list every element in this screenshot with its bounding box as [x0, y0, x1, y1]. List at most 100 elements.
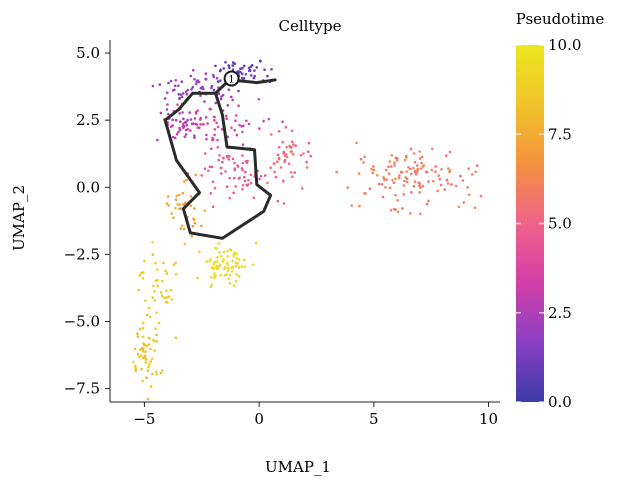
scatter-point: [145, 344, 148, 348]
scatter-point: [364, 192, 367, 195]
scatter-point: [176, 203, 179, 206]
scatter-point: [208, 107, 212, 111]
scatter-point: [141, 379, 144, 383]
scatter-point: [194, 111, 198, 114]
scatter-point: [173, 136, 177, 140]
scatter-point: [203, 100, 206, 103]
x-tick-label: 5: [369, 410, 379, 428]
scatter-point: [290, 129, 294, 133]
trajectory-group: 1: [163, 70, 277, 240]
scatter-points: [132, 59, 483, 401]
scatter-point: [170, 212, 173, 215]
scatter-point: [213, 133, 216, 137]
scatter-point: [427, 180, 430, 183]
scatter-point: [238, 123, 241, 127]
scatter-point: [396, 199, 399, 202]
scatter-point: [217, 158, 220, 162]
scatter-point: [179, 93, 183, 96]
scatter-point: [216, 255, 219, 259]
scatter-point: [189, 118, 193, 121]
x-tick-label: −5: [133, 410, 155, 428]
scatter-point: [225, 117, 228, 120]
scatter-point: [226, 249, 229, 253]
scatter-point: [184, 128, 188, 132]
scatter-point: [375, 174, 379, 177]
scatter-point: [180, 80, 184, 83]
scatter-point: [241, 184, 245, 187]
scatter-point: [220, 95, 223, 98]
scatter-point: [175, 194, 178, 198]
scatter-point: [461, 179, 465, 182]
scatter-point: [266, 181, 269, 185]
scatter-point: [210, 147, 213, 151]
scatter-point: [204, 152, 207, 155]
scatter-point: [445, 154, 448, 157]
scatter-point: [203, 209, 207, 212]
scatter-point: [448, 150, 452, 154]
scatter-point: [448, 169, 452, 172]
scatter-point: [223, 267, 226, 270]
scatter-point: [134, 364, 137, 368]
scatter-point: [237, 266, 241, 269]
scatter-point: [246, 159, 249, 163]
scatter-point: [144, 358, 148, 361]
scatter-point: [267, 117, 271, 121]
scatter-point: [220, 128, 224, 131]
scatter-point: [291, 153, 295, 156]
scatter-point: [172, 263, 176, 267]
scatter-point: [183, 180, 186, 183]
scatter-point: [432, 179, 435, 183]
y-tick-label: −7.5: [64, 380, 100, 398]
scatter-point: [409, 212, 412, 215]
scatter-point: [437, 174, 441, 177]
scatter-point: [226, 104, 230, 107]
scatter-point: [258, 127, 261, 130]
scatter-point: [240, 265, 244, 268]
scatter-point: [231, 157, 235, 161]
scatter-point: [171, 135, 175, 139]
scatter-point: [193, 207, 196, 210]
scatter-point: [169, 288, 173, 292]
scatter-point: [430, 168, 434, 172]
scatter-point: [227, 64, 230, 67]
scatter-point: [227, 158, 230, 161]
scatter-point: [220, 254, 223, 258]
scatter-point: [166, 103, 169, 106]
scatter-point: [393, 161, 396, 164]
scatter-point: [384, 168, 388, 172]
scatter-point: [272, 162, 276, 166]
scatter-point: [459, 174, 462, 178]
scatter-point: [243, 265, 247, 269]
scatter-point: [174, 206, 177, 210]
scatter-point: [149, 385, 153, 388]
scatter-point: [226, 155, 229, 159]
scatter-point: [247, 122, 251, 126]
scatter-point: [228, 248, 232, 251]
scatter-point: [171, 118, 174, 122]
scatter-point: [134, 367, 138, 370]
scatter-point: [147, 306, 151, 310]
colorbar-title: Pseudotime: [516, 10, 605, 28]
scatter-point: [228, 273, 232, 277]
scatter-point: [420, 155, 424, 159]
scatter-point: [249, 181, 253, 185]
scatter-point: [416, 167, 420, 171]
scatter-point: [173, 88, 176, 92]
scatter-point: [170, 298, 173, 301]
scatter-point: [199, 116, 202, 120]
scatter-point: [132, 360, 135, 364]
scatter-point: [398, 174, 401, 177]
scatter-point: [154, 327, 157, 330]
scatter-point: [309, 154, 313, 158]
scatter-point: [251, 263, 255, 267]
scatter-point: [244, 73, 248, 76]
scatter-point: [479, 194, 483, 198]
scatter-point: [222, 250, 226, 254]
scatter-point: [213, 119, 216, 122]
scatter-point: [179, 207, 183, 210]
y-tick-label: 5.0: [76, 44, 100, 62]
scatter-point: [181, 191, 185, 195]
scatter-point: [144, 361, 148, 364]
scatter-point: [249, 74, 253, 77]
scatter-point: [151, 240, 154, 244]
